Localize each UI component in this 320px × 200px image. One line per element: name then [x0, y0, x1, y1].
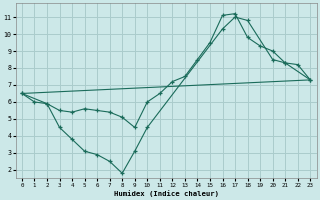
X-axis label: Humidex (Indice chaleur): Humidex (Indice chaleur)	[114, 190, 219, 197]
